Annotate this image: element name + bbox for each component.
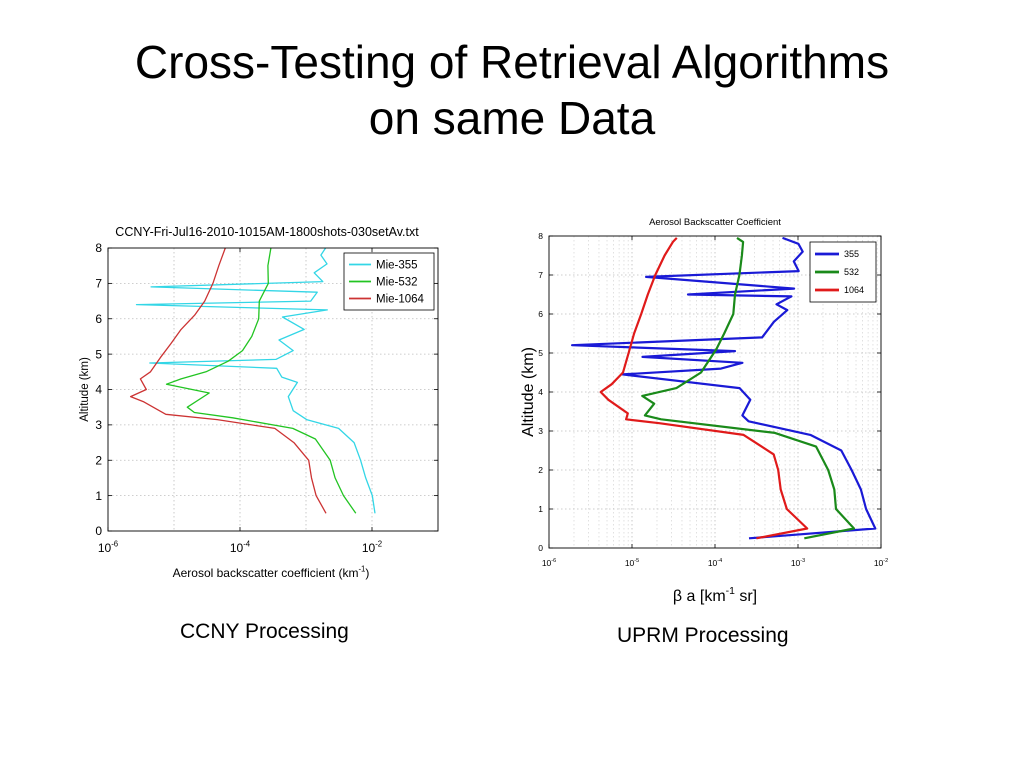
uprm-chart: 10-6 10-5 10-4 10-3 10-2 0 1 2 3 4 5 6 7 8 Aerosol Bac…: [510, 208, 890, 613]
slide-title-line-1: Cross-Testing of Retrieval Algorithms: [134, 36, 890, 88]
uprm-series-line-532: [641, 236, 856, 540]
uprm-legend: 355 532 1064: [809, 241, 877, 303]
ccny-y-tick-label: 1: [95, 489, 102, 503]
uprm-y-tick-label: 2: [538, 465, 543, 475]
ccny-y-tick-label: 8: [95, 241, 102, 255]
ccny-x-tick-label: 10-4: [230, 540, 251, 555]
slide-title: Cross-Testing of Retrieval Algorithms on…: [0, 34, 1024, 146]
uprm-x-tick-label: 10-3: [791, 558, 805, 568]
uprm-legend-label-1064: 1064: [844, 285, 864, 295]
uprm-caption: UPRM Processing: [617, 624, 789, 647]
ccny-y-tick-label: 2: [95, 453, 102, 467]
uprm-x-tick-label: 10-6: [542, 558, 556, 568]
uprm-y-tick-label: 7: [538, 270, 543, 280]
uprm-plot-svg: 10-6 10-5 10-4 10-3 10-2 0 1 2 3 4 5 6 7 8 Aerosol Bac…: [520, 217, 888, 605]
uprm-y-tick-label: 0: [538, 543, 543, 553]
uprm-x-tick-label: 10-4: [708, 558, 722, 568]
uprm-x-axis-label: β a [km-1 sr]: [673, 586, 757, 605]
ccny-legend: Mie-355 Mie-532 Mie-1064: [343, 252, 435, 311]
uprm-chart-title: Aerosol Backscatter Coefficient: [649, 217, 781, 228]
uprm-y-tick-label: 5: [538, 348, 543, 358]
ccny-y-tick-label: 0: [95, 524, 102, 538]
ccny-chart-title: CCNY-Fri-Jul16-2010-1015AM-1800shots-030…: [115, 225, 419, 239]
uprm-x-tick-label: 10-2: [874, 558, 888, 568]
ccny-plot-svg: 10-6 10-4 10-2 0 1 2 3 4 5 6 7 8 CCNY-Fri-Jul16-2010…: [79, 225, 439, 580]
ccny-series-line-mie-532: [165, 248, 357, 514]
ccny-series-line-mie-355: [135, 248, 376, 514]
uprm-y-tick-label: 4: [538, 387, 543, 397]
ccny-y-tick-label: 3: [95, 418, 102, 432]
uprm-legend-label-355: 355: [844, 249, 859, 259]
uprm-y-tick-label: 3: [538, 426, 543, 436]
ccny-series-line-mie-1064: [129, 248, 327, 514]
ccny-y-tick-label: 4: [95, 383, 102, 397]
ccny-caption: CCNY Processing: [180, 620, 349, 643]
uprm-y-tick-label: 1: [538, 504, 543, 514]
ccny-legend-label-mie-1064: Mie-1064: [376, 294, 425, 306]
ccny-y-axis-label: Altitude (km): [79, 357, 91, 422]
uprm-y-axis-label: Altitude (km): [520, 347, 537, 437]
ccny-x-axis-label: Aerosol backscatter coefficient (km-1): [173, 565, 370, 580]
uprm-x-tick-label: 10-5: [625, 558, 639, 568]
uprm-y-tick-label: 6: [538, 309, 543, 319]
uprm-y-tick-label: 8: [538, 231, 543, 241]
ccny-chart: 10-6 10-4 10-2 0 1 2 3 4 5 6 7 8 CCNY-Fri-Jul16-2010…: [72, 215, 452, 592]
uprm-series-line-1064: [599, 237, 809, 540]
ccny-x-tick-label: 10-6: [98, 540, 118, 555]
ccny-y-tick-label: 7: [95, 277, 102, 291]
uprm-series-line-355: [571, 236, 877, 540]
ccny-x-tick-label: 10-2: [362, 540, 382, 555]
slide-title-line-2: on same Data: [368, 92, 656, 144]
uprm-legend-label-532: 532: [844, 267, 859, 277]
ccny-y-tick-label: 5: [95, 347, 102, 361]
ccny-legend-label-mie-532: Mie-532: [376, 277, 418, 289]
ccny-y-tick-label: 6: [95, 312, 102, 326]
ccny-legend-label-mie-355: Mie-355: [376, 260, 418, 272]
